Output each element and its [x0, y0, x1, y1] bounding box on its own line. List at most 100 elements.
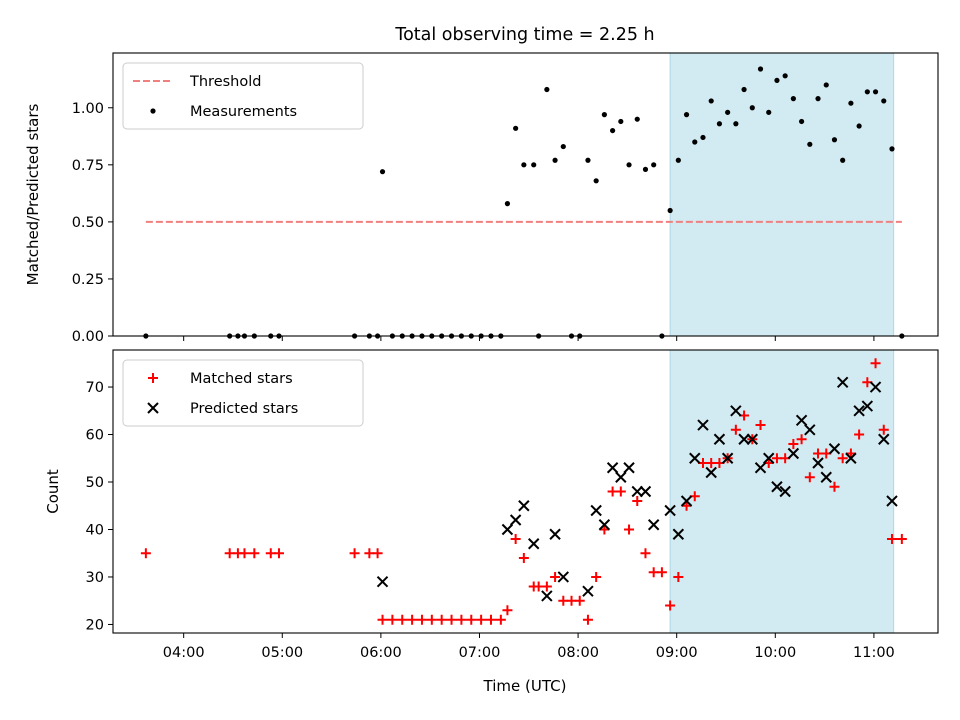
matched-stars-marker — [665, 600, 676, 611]
matched-stars-marker — [640, 548, 651, 559]
legend-label: Measurements — [190, 104, 297, 120]
measurement-point — [593, 178, 599, 184]
x-tick-label: 04:00 — [163, 645, 205, 661]
predicted-stars-marker — [746, 433, 759, 445]
predicted-stars-marker — [705, 466, 717, 479]
x-tick-label: 11:00 — [853, 645, 895, 661]
predicted-stars-marker — [647, 519, 660, 531]
predicted-stars-marker — [754, 462, 767, 474]
predicted-stars-marker — [528, 538, 540, 550]
matched-stars-marker — [426, 614, 437, 625]
measurement-point — [379, 169, 386, 175]
predicted-stars-marker — [541, 590, 553, 602]
matched-stars-marker — [591, 571, 602, 582]
matched-stars-marker — [372, 548, 383, 559]
predicted-stars-marker — [763, 452, 775, 464]
predicted-stars-marker — [820, 471, 832, 483]
matched-stars-marker — [837, 453, 848, 464]
measurement-point — [585, 157, 591, 163]
matched-stars-marker — [788, 439, 799, 450]
legend-measurement-swatch — [150, 108, 156, 114]
matched-stars-marker — [574, 595, 585, 606]
matched-stars-marker — [273, 548, 284, 559]
matched-stars-marker — [466, 614, 477, 625]
measurement-point — [634, 116, 640, 122]
predicted-stars-marker — [886, 495, 898, 507]
predicted-stars-marker — [689, 452, 701, 464]
x-tick-label: 05:00 — [261, 645, 303, 661]
predicted-stars-marker — [582, 585, 594, 597]
predicted-stars-marker — [836, 376, 849, 388]
legend: Threshold Measurements — [122, 62, 364, 130]
matched-stars-marker — [599, 524, 610, 535]
x-tick-label: 06:00 — [360, 645, 402, 661]
matched-stars-marker — [550, 571, 561, 582]
predicted-stars-marker — [812, 457, 824, 469]
y-axis-label: Matched/Predicted stars — [24, 104, 42, 286]
predicted-stars-marker — [606, 462, 619, 474]
matched-stars-marker — [140, 548, 151, 559]
predicted-stars-marker — [549, 528, 561, 540]
measurement-point — [531, 162, 537, 168]
measurement-point — [848, 100, 854, 106]
measurement-point — [521, 162, 527, 168]
predicted-stars-marker — [664, 504, 676, 517]
measurement-point — [831, 137, 838, 143]
predicted-stars-marker — [779, 485, 791, 498]
legend-matched-swatch — [148, 373, 158, 383]
predicted-stars-marker — [845, 452, 857, 464]
measurement-point — [798, 118, 805, 125]
axes-frame — [112, 349, 939, 634]
measurement-point — [766, 109, 772, 115]
matched-stars-marker — [730, 424, 741, 435]
x-tick-label: 09:00 — [656, 645, 698, 661]
measurement-point — [651, 162, 657, 168]
matched-stars-marker — [502, 605, 513, 616]
matched-stars-marker — [541, 581, 552, 592]
x-axis-label: Time (UTC) — [483, 677, 567, 695]
predicted-stars-marker — [787, 447, 800, 460]
legend-predicted-swatch — [147, 402, 159, 414]
predicted-stars-marker — [680, 495, 693, 507]
measurement-point — [782, 73, 788, 79]
measurement-point — [864, 89, 870, 95]
measurement-point — [725, 109, 731, 115]
measurement-point — [560, 143, 566, 150]
predicted-stars-marker — [878, 433, 890, 445]
predicted-stars-marker — [861, 400, 874, 412]
predicted-stars-marker — [804, 424, 816, 436]
chart-title: Total observing time = 2.25 h — [394, 25, 654, 45]
measurement-point — [642, 166, 649, 172]
predicted-stars-marker — [598, 519, 611, 531]
matched-stars-marker — [681, 500, 692, 511]
y-tick-label: 50 — [86, 475, 104, 491]
predicted-stars-marker — [590, 504, 602, 517]
measurement-point — [675, 157, 681, 163]
predicted-stars-marker — [713, 433, 726, 445]
y-axis-label: Count — [44, 469, 62, 514]
matched-stars-marker — [407, 614, 418, 625]
x-tick-label: 07:00 — [459, 645, 501, 661]
matched-stars-marker — [878, 424, 889, 435]
measurement-point — [872, 89, 879, 95]
measurement-point — [856, 123, 862, 129]
legend-label: Predicted stars — [190, 401, 298, 417]
measurement-point — [815, 96, 821, 102]
matched-stars-marker — [249, 548, 260, 559]
matched-stars-marker — [436, 614, 447, 625]
measurement-point — [716, 121, 723, 127]
matched-stars-marker — [632, 495, 643, 506]
legend-box — [122, 359, 364, 427]
measurement-point — [601, 112, 607, 118]
matched-stars-marker — [755, 420, 766, 431]
legend-label: Matched stars — [190, 371, 293, 387]
predicted-stars-marker — [509, 514, 522, 526]
matched-stars-marker — [518, 552, 529, 563]
measurement-point — [757, 66, 764, 72]
y-tick-label: 1.00 — [72, 101, 104, 117]
matched-stars-marker — [886, 533, 897, 544]
predicted-stars-series — [376, 376, 898, 602]
matched-stars-marker — [845, 448, 856, 459]
matched-stars-marker — [387, 614, 398, 625]
